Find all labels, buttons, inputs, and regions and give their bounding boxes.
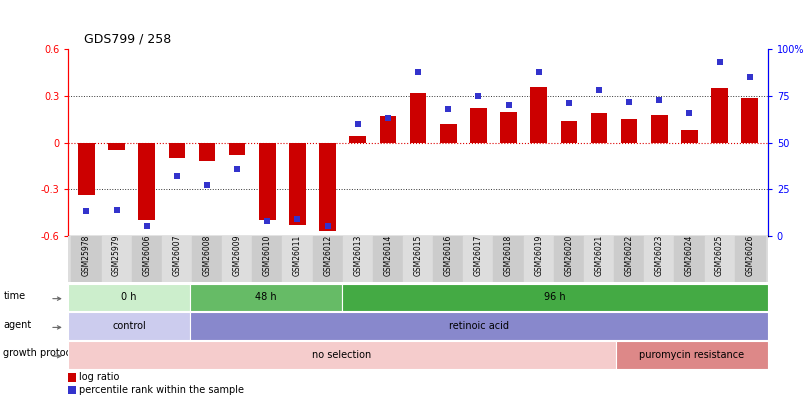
Bar — [132, 236, 161, 282]
Bar — [101, 236, 132, 282]
Bar — [560, 121, 577, 143]
Bar — [341, 284, 767, 311]
Bar — [643, 236, 674, 282]
Bar — [229, 143, 245, 155]
Bar — [161, 236, 192, 282]
Bar — [252, 236, 282, 282]
Bar — [499, 111, 516, 143]
Bar — [373, 236, 402, 282]
Bar — [312, 236, 342, 282]
Bar — [620, 119, 637, 143]
Bar — [523, 236, 553, 282]
Bar — [613, 236, 643, 282]
Bar — [68, 386, 76, 394]
Text: retinoic acid: retinoic acid — [448, 321, 508, 331]
Bar — [282, 236, 312, 282]
Text: time: time — [3, 291, 26, 301]
Bar — [68, 373, 76, 382]
Bar — [674, 236, 703, 282]
Bar — [734, 236, 764, 282]
Bar — [530, 87, 546, 143]
Bar — [108, 143, 124, 150]
Bar — [590, 113, 606, 143]
Bar — [711, 88, 727, 143]
Bar — [169, 143, 185, 158]
Bar — [192, 236, 222, 282]
Bar — [463, 236, 493, 282]
Bar — [553, 236, 583, 282]
Text: control: control — [112, 321, 146, 331]
Bar — [703, 236, 734, 282]
Bar — [615, 341, 767, 369]
Bar — [740, 98, 757, 143]
Bar — [71, 236, 101, 282]
Bar — [190, 312, 767, 340]
Bar — [68, 312, 190, 340]
Bar — [319, 143, 336, 231]
Text: log ratio: log ratio — [79, 373, 120, 382]
Bar — [78, 143, 95, 195]
Bar — [190, 284, 341, 311]
Bar — [410, 93, 426, 143]
Bar — [342, 236, 373, 282]
Bar — [68, 284, 190, 311]
Bar — [439, 124, 456, 143]
Text: 96 h: 96 h — [544, 292, 565, 302]
Bar — [349, 136, 365, 143]
Bar — [289, 143, 305, 225]
Text: GDS799 / 258: GDS799 / 258 — [84, 32, 172, 45]
Bar — [680, 130, 697, 143]
Bar — [222, 236, 252, 282]
Text: puromycin resistance: puromycin resistance — [638, 350, 744, 360]
Bar — [259, 143, 275, 220]
Bar — [138, 143, 155, 220]
Bar — [402, 236, 433, 282]
Text: percentile rank within the sample: percentile rank within the sample — [79, 385, 244, 395]
Bar — [198, 143, 215, 161]
Bar — [433, 236, 463, 282]
Text: 0 h: 0 h — [121, 292, 137, 302]
Text: agent: agent — [3, 320, 31, 330]
Bar — [650, 115, 666, 143]
Bar — [379, 116, 396, 143]
Bar — [583, 236, 613, 282]
Bar — [68, 341, 615, 369]
Text: no selection: no selection — [312, 350, 371, 360]
Text: growth protocol: growth protocol — [3, 348, 79, 358]
Bar — [493, 236, 523, 282]
Text: 48 h: 48 h — [255, 292, 276, 302]
Bar — [470, 109, 486, 143]
